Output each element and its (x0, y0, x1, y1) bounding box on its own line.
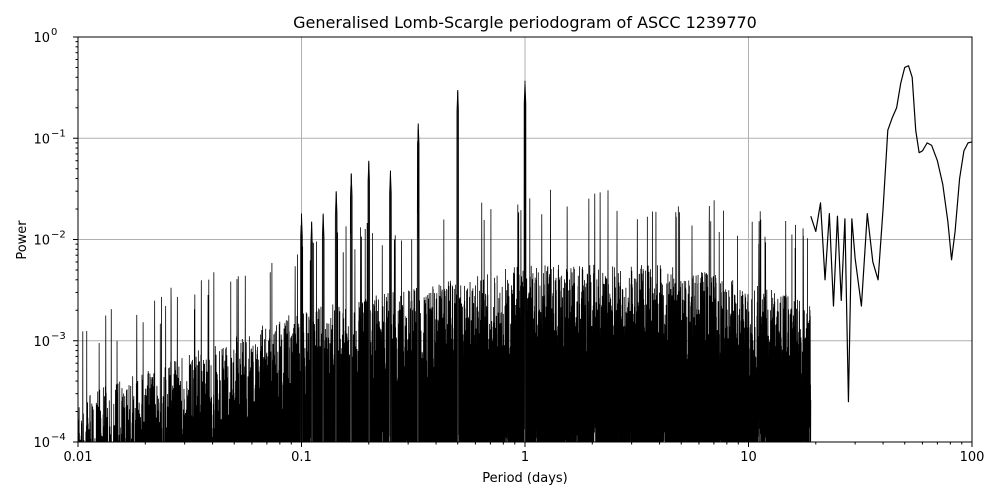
y-tick-exponent: −4 (51, 432, 66, 443)
power-noise-series (78, 80, 812, 442)
y-tick-exponent: 0 (51, 27, 57, 38)
x-tick-label: 1 (521, 450, 529, 465)
y-tick-label: 10 (33, 335, 50, 350)
y-tick-label: 10 (33, 234, 50, 249)
chart-title: Generalised Lomb-Scargle periodogram of … (293, 13, 757, 32)
x-tick-label: 0.1 (291, 450, 312, 465)
plot-area (78, 65, 972, 442)
y-tick-label: 10 (33, 436, 50, 451)
y-tick-exponent: −1 (51, 128, 66, 139)
y-tick-exponent: −3 (51, 331, 66, 342)
y-tick-label: 10 (33, 31, 50, 46)
y-axis-label: Power (15, 220, 30, 260)
x-tick-label: 100 (960, 450, 985, 465)
power-series-line (810, 65, 972, 403)
x-tick-label: 10 (740, 450, 757, 465)
y-tick-label: 10 (33, 132, 50, 147)
y-tick-exponent: −2 (51, 230, 66, 241)
x-tick-label: 0.01 (64, 450, 93, 465)
x-axis-label: Period (days) (482, 471, 568, 486)
